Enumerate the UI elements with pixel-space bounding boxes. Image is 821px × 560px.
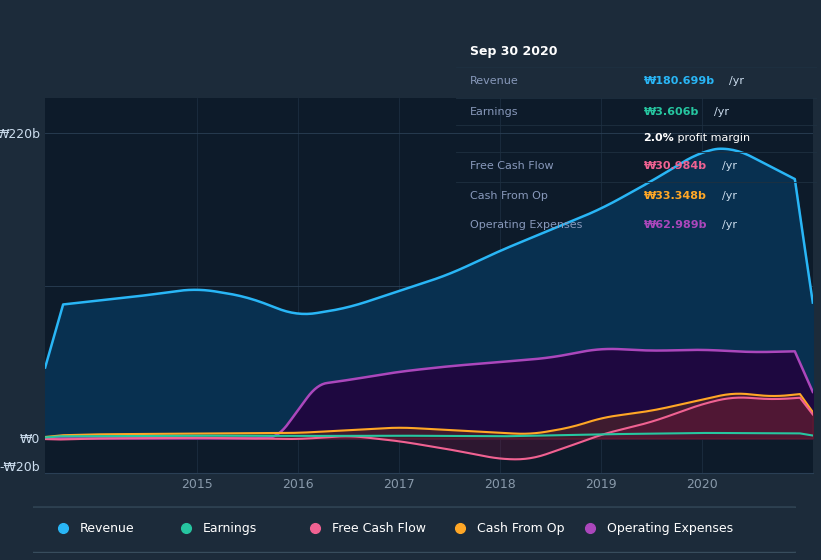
Text: profit margin: profit margin <box>674 133 750 143</box>
Text: Earnings: Earnings <box>202 522 257 535</box>
Text: ₩180.699b: ₩180.699b <box>644 76 714 86</box>
Text: Operating Expenses: Operating Expenses <box>470 221 582 231</box>
Text: Revenue: Revenue <box>80 522 135 535</box>
Text: Sep 30 2020: Sep 30 2020 <box>470 45 557 58</box>
Text: /yr: /yr <box>730 76 745 86</box>
Text: ₩33.348b: ₩33.348b <box>644 190 706 200</box>
Text: ₩3.606b: ₩3.606b <box>644 106 699 116</box>
Text: Cash From Op: Cash From Op <box>470 190 548 200</box>
Text: Earnings: Earnings <box>470 106 519 116</box>
Text: Operating Expenses: Operating Expenses <box>607 522 733 535</box>
Text: /yr: /yr <box>722 161 736 171</box>
Text: ₩30.984b: ₩30.984b <box>644 161 707 171</box>
Text: /yr: /yr <box>713 106 728 116</box>
Text: /yr: /yr <box>722 221 736 231</box>
Text: Cash From Op: Cash From Op <box>477 522 565 535</box>
Text: ₩62.989b: ₩62.989b <box>644 221 707 231</box>
Text: Revenue: Revenue <box>470 76 519 86</box>
Text: Free Cash Flow: Free Cash Flow <box>470 161 553 171</box>
Text: 2.0%: 2.0% <box>644 133 674 143</box>
Text: Free Cash Flow: Free Cash Flow <box>333 522 426 535</box>
Text: /yr: /yr <box>722 190 736 200</box>
